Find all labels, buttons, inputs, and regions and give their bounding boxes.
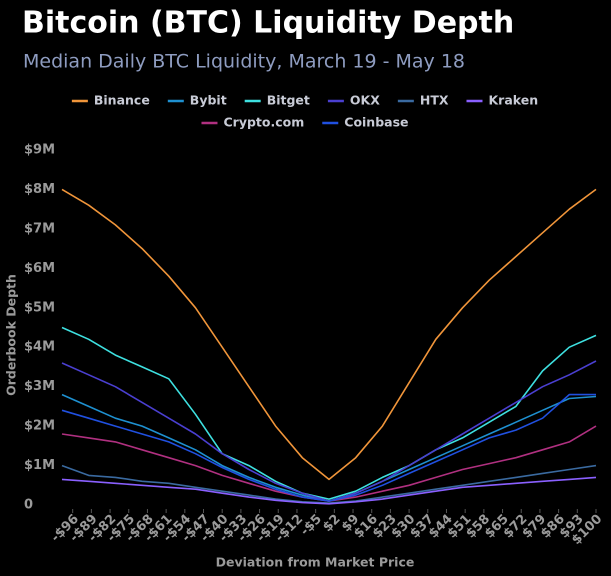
legend-label: Bybit (190, 93, 227, 108)
legend-label: Binance (94, 93, 150, 108)
legend-item: Crypto.com (201, 115, 304, 130)
y-tick-label: $7M (24, 221, 55, 236)
legend-label: OKX (350, 93, 380, 108)
y-tick-label: $4M (24, 340, 55, 355)
y-tick-label: 0 (24, 498, 33, 513)
y-tick-label: $5M (24, 300, 55, 315)
y-tick-label: $3M (24, 379, 55, 394)
legend-label: Crypto.com (223, 115, 304, 130)
y-tick-label: $6M (24, 261, 55, 276)
x-axis-label: Deviation from Market Price (216, 555, 415, 570)
y-tick-label: $2M (24, 419, 55, 434)
series-line (61, 188, 597, 481)
legend-item: Bitget (244, 93, 310, 108)
series-line (61, 326, 597, 500)
legend-label: Kraken (488, 93, 538, 108)
legend-label: Coinbase (344, 115, 408, 130)
chart-subtitle: Median Daily BTC Liquidity, March 19 - M… (23, 51, 465, 73)
y-tick-label: $1M (24, 458, 55, 473)
series-line (61, 393, 596, 502)
legend-label: HTX (420, 93, 449, 108)
y-tick-label: $9M (24, 143, 55, 158)
legend-item: Coinbase (322, 115, 409, 130)
legend-item: Kraken (466, 93, 538, 108)
legend-item: Bybit (167, 93, 227, 108)
series-line (61, 464, 597, 504)
y-tick-label: $8M (24, 182, 55, 197)
series-line (61, 425, 597, 502)
series-line (61, 476, 597, 505)
legend-label: Bitget (267, 93, 310, 108)
legend-item: Binance (71, 93, 150, 108)
legend-item: OKX (327, 93, 380, 108)
legend-item: HTX (397, 93, 449, 108)
y-axis-label: Orderbook Depth (4, 274, 19, 396)
chart-title: Bitcoin (BTC) Liquidity Depth (22, 6, 514, 41)
